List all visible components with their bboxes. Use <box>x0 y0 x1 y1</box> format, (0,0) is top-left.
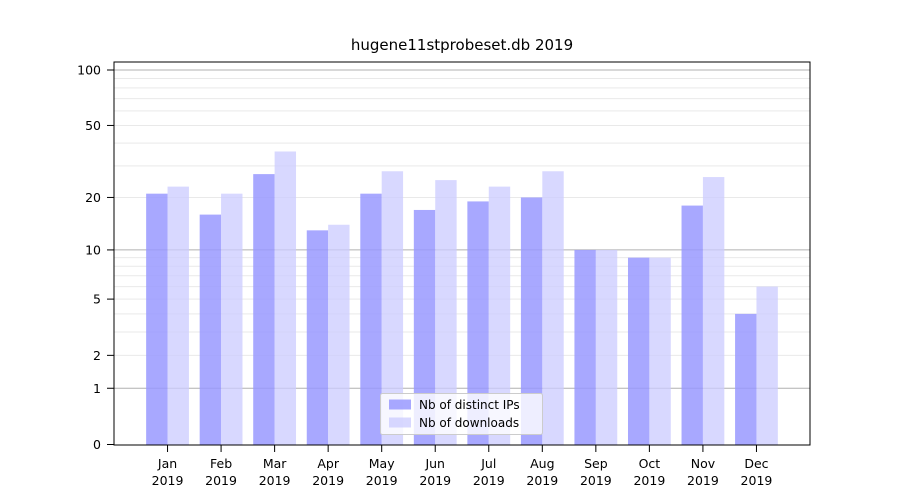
x-axis-year-label: 2019 <box>580 473 612 488</box>
y-axis-tick-label: 0 <box>93 437 101 452</box>
x-axis-year-label: 2019 <box>259 473 291 488</box>
bar-distinct-ips-mar <box>253 174 275 446</box>
x-axis-month-label: Apr <box>317 456 339 471</box>
x-axis-year-label: 2019 <box>473 473 505 488</box>
x-axis-year-label: 2019 <box>205 473 237 488</box>
x-axis-month-label: Nov <box>691 456 716 471</box>
bar-distinct-ips-jan <box>146 193 168 445</box>
x-axis-year-label: 2019 <box>419 473 451 488</box>
bar-distinct-ips-oct <box>627 257 650 445</box>
bar-distinct-ips-feb <box>199 214 222 445</box>
bar-downloads-feb <box>221 193 243 445</box>
y-axis-tick-label: 10 <box>85 242 101 257</box>
legend-label-distinct-ips: Nb of distinct IPs <box>419 398 520 412</box>
bar-downloads-may <box>381 171 404 446</box>
bar-distinct-ips-jul <box>467 201 489 445</box>
chart-title: hugene11stprobeset.db 2019 <box>351 36 573 54</box>
x-axis-month-label: Aug <box>530 456 554 471</box>
bar-distinct-ips-jun <box>413 209 436 445</box>
bar-downloads-jun <box>435 180 457 445</box>
y-axis-tick-label: 20 <box>85 190 101 205</box>
x-axis-month-label: May <box>369 456 395 471</box>
y-axis-tick-label: 100 <box>77 63 101 78</box>
y-axis-tick-label: 2 <box>93 348 101 363</box>
plot-border <box>113 61 811 446</box>
x-axis-month-label: Jan <box>157 456 177 471</box>
x-axis-year-label: 2019 <box>687 473 719 488</box>
bar-downloads-mar <box>274 151 297 445</box>
legend-label-downloads: Nb of downloads <box>419 416 519 430</box>
bar-distinct-ips-dec <box>735 313 757 445</box>
bar-downloads-sep <box>595 249 618 445</box>
bar-distinct-ips-aug <box>520 197 543 445</box>
x-axis-year-label: 2019 <box>526 473 558 488</box>
x-axis-month-label: Dec <box>744 456 768 471</box>
x-axis-month-label: Jul <box>480 456 496 471</box>
x-axis-month-label: Jun <box>424 456 445 471</box>
y-axis-tick-label: 1 <box>93 381 101 396</box>
bar-distinct-ips-may <box>360 193 382 445</box>
bar-downloads-aug <box>542 171 564 446</box>
bar-downloads-oct <box>649 257 671 445</box>
legend-swatch-distinct-ips <box>389 399 411 410</box>
bar-downloads-nov <box>702 177 725 445</box>
x-axis-year-label: 2019 <box>366 473 398 488</box>
legend-swatch-downloads <box>389 417 411 428</box>
x-axis-year-label: 2019 <box>741 473 773 488</box>
x-axis-year-label: 2019 <box>312 473 344 488</box>
bar-downloads-apr <box>328 224 350 445</box>
x-axis-month-label: Sep <box>584 456 608 471</box>
bar-downloads-jan <box>167 186 189 445</box>
bar-distinct-ips-apr <box>306 230 329 445</box>
bar-downloads-jul <box>488 186 511 445</box>
bar-distinct-ips-nov <box>681 205 703 445</box>
y-axis-tick-label: 5 <box>93 292 101 307</box>
bar-downloads-dec <box>756 286 778 445</box>
y-axis-tick-label: 50 <box>85 118 101 133</box>
x-axis-year-label: 2019 <box>152 473 184 488</box>
x-axis-month-label: Oct <box>639 456 661 471</box>
x-axis-month-label: Feb <box>210 456 232 471</box>
x-axis-year-label: 2019 <box>633 473 665 488</box>
x-axis-month-label: Mar <box>263 456 287 471</box>
legend-box <box>380 393 543 435</box>
bar-distinct-ips-sep <box>574 249 596 445</box>
